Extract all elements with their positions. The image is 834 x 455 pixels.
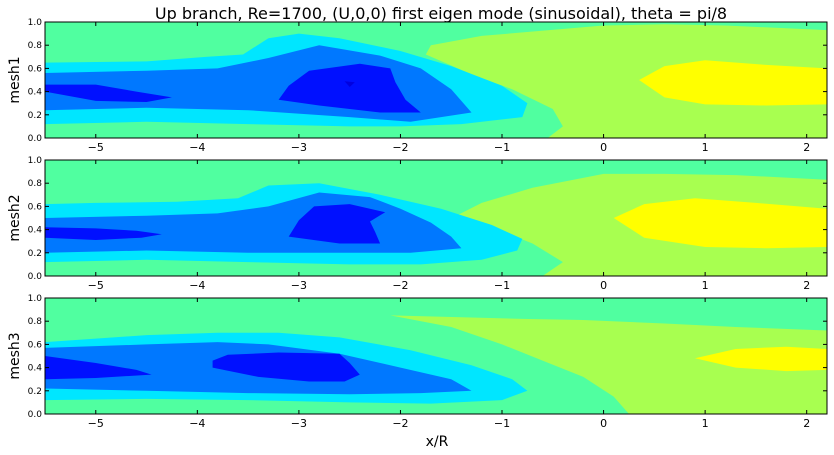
x-tick-label: 0 xyxy=(600,141,607,154)
contour-fill-area xyxy=(45,22,827,138)
contour-region xyxy=(288,204,386,244)
x-tick-label: −2 xyxy=(392,141,408,154)
x-tick-label: −4 xyxy=(189,279,205,292)
y-tick-label: 1.0 xyxy=(28,156,43,166)
axes-frame xyxy=(44,297,828,415)
x-tick-label: −1 xyxy=(494,141,510,154)
y-tick-label: 0.6 xyxy=(28,64,43,74)
y-axis-label: mesh3 xyxy=(7,332,23,379)
panels-group: −5 −4 −3 −2 −1 0 1 2 0.0 0.2 0.4 0.6 0.8 1.0 mesh1 −5 −4… xyxy=(7,18,828,430)
x-tick-label: −5 xyxy=(88,141,104,154)
x-tick-label: −5 xyxy=(88,417,104,430)
y-tick-label: 0.2 xyxy=(28,249,42,259)
y-tick-label: 0.2 xyxy=(28,387,42,397)
x-tick-label: 2 xyxy=(803,279,810,292)
y-tick-label: 0.4 xyxy=(28,88,43,98)
contour-region xyxy=(45,227,162,240)
contour-region xyxy=(425,24,827,138)
y-tick-label: 0.2 xyxy=(28,111,42,121)
contour-region xyxy=(45,356,152,380)
x-tick-label: −4 xyxy=(189,417,205,430)
contour-region xyxy=(613,198,827,249)
y-axis-label: mesh2 xyxy=(7,194,23,241)
contour-region xyxy=(344,81,355,87)
y-tick-label: 0.4 xyxy=(28,364,43,374)
y-tick-label: 0.8 xyxy=(28,317,43,327)
contour-region xyxy=(45,84,172,102)
x-axis-label: x/R xyxy=(426,434,449,450)
panel-1: −5 −4 −3 −2 −1 0 1 2 0.0 0.2 0.4 0.6 0.8 1.0 mesh1 xyxy=(7,18,828,154)
panel-3: −5 −4 −3 −2 −1 0 1 2 0.0 0.2 0.4 0.6 0.8 1.0 mesh3 xyxy=(7,294,828,430)
x-tick-label: 2 xyxy=(803,417,810,430)
x-tick-label: 2 xyxy=(803,141,810,154)
y-tick-label: 1.0 xyxy=(28,294,43,304)
y-tick-label: 0.6 xyxy=(28,340,43,350)
y-tick-label: 0.0 xyxy=(28,272,43,282)
x-tick-label: −4 xyxy=(189,141,205,154)
x-tick-label: −2 xyxy=(392,279,408,292)
x-tick-label: −3 xyxy=(291,141,307,154)
y-axis-label: mesh1 xyxy=(7,56,23,103)
x-tick-label: −2 xyxy=(392,417,408,430)
x-tick-label: −3 xyxy=(291,417,307,430)
y-tick-label: 0.6 xyxy=(28,202,43,212)
y-tick-label: 0.4 xyxy=(28,226,43,236)
x-tick-label: −3 xyxy=(291,279,307,292)
y-tick-label: 0.0 xyxy=(28,134,43,144)
y-tick-label: 0.0 xyxy=(28,410,43,420)
axes-frame xyxy=(44,159,828,277)
contour-region xyxy=(390,315,827,414)
x-tick-label: 1 xyxy=(702,417,709,430)
x-tick-label: 0 xyxy=(600,279,607,292)
contour-fill-area xyxy=(45,160,827,276)
y-tick-label: 0.8 xyxy=(28,179,43,189)
contour-region xyxy=(212,352,360,382)
panel-2: −5 −4 −3 −2 −1 0 1 2 0.0 0.2 0.4 0.6 0.8 1.0 mesh2 xyxy=(7,156,828,292)
contour-region xyxy=(695,346,827,372)
x-tick-label: −1 xyxy=(494,279,510,292)
x-tick-label: −5 xyxy=(88,279,104,292)
y-tick-label: 0.8 xyxy=(28,41,43,51)
chart-title: Up branch, Re=1700, (U,0,0) first eigen … xyxy=(155,4,727,23)
x-tick-label: 1 xyxy=(702,279,709,292)
contour-region xyxy=(278,63,421,113)
x-tick-label: 0 xyxy=(600,417,607,430)
x-tick-label: −1 xyxy=(494,417,510,430)
y-tick-label: 1.0 xyxy=(28,18,43,28)
contour-region xyxy=(639,60,827,106)
axes-frame xyxy=(44,21,828,139)
x-tick-label: 1 xyxy=(702,141,709,154)
contour-fill-area xyxy=(45,298,827,414)
